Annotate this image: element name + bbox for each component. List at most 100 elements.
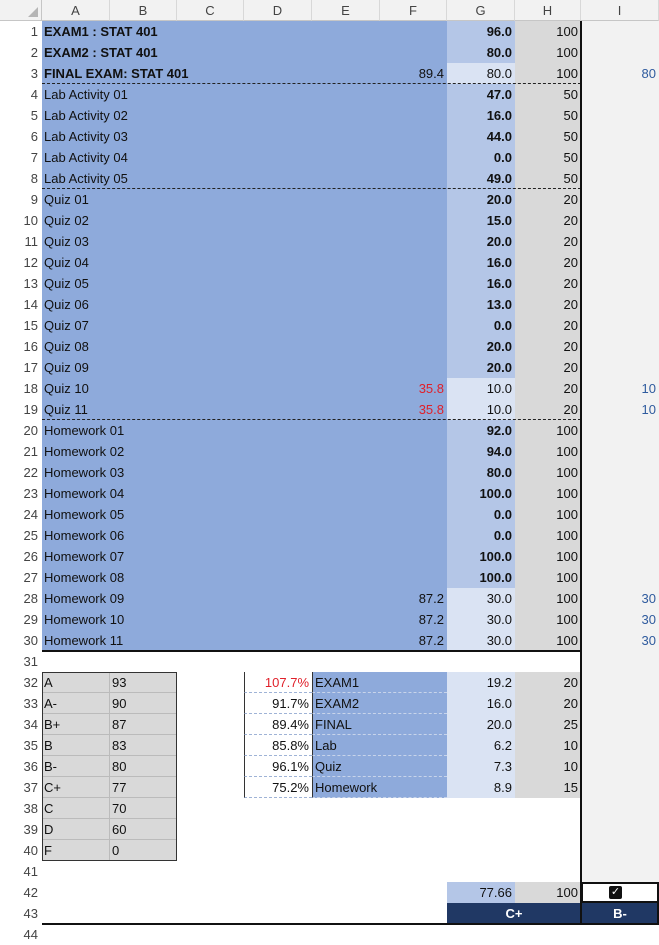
- row-header[interactable]: 2: [0, 42, 42, 63]
- row-header[interactable]: 12: [0, 252, 42, 273]
- column-header-a[interactable]: A: [42, 0, 110, 21]
- adjusted-score[interactable]: [380, 42, 447, 63]
- grade-letter[interactable]: C+: [42, 777, 110, 798]
- row-header[interactable]: 41: [0, 861, 42, 882]
- override-value[interactable]: [581, 189, 659, 210]
- override-value[interactable]: 80: [641, 66, 656, 81]
- category-name[interactable]: FINAL: [312, 714, 447, 735]
- score-label[interactable]: Homework 10: [44, 612, 125, 627]
- override-value[interactable]: [581, 441, 659, 462]
- earned-score[interactable]: 20.0: [447, 231, 515, 252]
- category-weight[interactable]: 20: [515, 693, 581, 714]
- max-points[interactable]: 100: [515, 588, 581, 609]
- adjusted-score[interactable]: [380, 21, 447, 42]
- adjusted-score[interactable]: [380, 567, 447, 588]
- override-value[interactable]: [581, 315, 659, 336]
- adjusted-score[interactable]: [380, 84, 447, 105]
- row-header[interactable]: 31: [0, 651, 42, 672]
- override-value[interactable]: [581, 462, 659, 483]
- max-points[interactable]: 100: [515, 567, 581, 588]
- category-percent[interactable]: 107.7%: [244, 672, 312, 693]
- row-header[interactable]: 6: [0, 126, 42, 147]
- earned-score[interactable]: 15.0: [447, 210, 515, 231]
- row-header[interactable]: 26: [0, 546, 42, 567]
- max-points[interactable]: 20: [515, 189, 581, 210]
- score-label[interactable]: Quiz 07: [44, 318, 89, 333]
- max-points[interactable]: 100: [515, 420, 581, 441]
- max-points[interactable]: 20: [515, 294, 581, 315]
- row-header[interactable]: 20: [0, 420, 42, 441]
- score-label[interactable]: Quiz 11: [44, 402, 88, 417]
- weighted-score[interactable]: 6.2: [447, 735, 515, 756]
- column-header-i[interactable]: I: [581, 0, 659, 21]
- row-header[interactable]: 42: [0, 882, 42, 903]
- category-percent[interactable]: 85.8%: [244, 735, 312, 756]
- row-header[interactable]: 4: [0, 84, 42, 105]
- row-header[interactable]: 15: [0, 315, 42, 336]
- earned-score[interactable]: 100.0: [447, 546, 515, 567]
- row-header[interactable]: 16: [0, 336, 42, 357]
- score-label[interactable]: Quiz 06: [44, 297, 89, 312]
- override-value[interactable]: [581, 294, 659, 315]
- score-label[interactable]: Quiz 02: [44, 213, 89, 228]
- category-weight[interactable]: 15: [515, 777, 581, 798]
- row-header[interactable]: 5: [0, 105, 42, 126]
- row-header[interactable]: 19: [0, 399, 42, 420]
- adjusted-score[interactable]: 87.2: [418, 633, 444, 648]
- adjusted-score[interactable]: [380, 336, 447, 357]
- override-value[interactable]: [581, 147, 659, 168]
- row-header[interactable]: 7: [0, 147, 42, 168]
- weighted-score[interactable]: 20.0: [447, 714, 515, 735]
- column-header-h[interactable]: H: [515, 0, 581, 21]
- score-label[interactable]: Homework 08: [44, 570, 125, 585]
- max-points[interactable]: 20: [515, 357, 581, 378]
- grade-minimum[interactable]: 93: [110, 672, 177, 693]
- score-label[interactable]: Homework 01: [44, 423, 125, 438]
- row-header[interactable]: 17: [0, 357, 42, 378]
- adjusted-score[interactable]: [380, 462, 447, 483]
- max-points[interactable]: 20: [515, 336, 581, 357]
- score-label[interactable]: Homework 11: [44, 633, 124, 648]
- override-value[interactable]: 10: [641, 402, 656, 417]
- earned-score[interactable]: 100.0: [447, 567, 515, 588]
- max-points[interactable]: 20: [515, 315, 581, 336]
- grade-checkbox[interactable]: ✓: [609, 886, 622, 899]
- earned-score[interactable]: 44.0: [447, 126, 515, 147]
- row-header[interactable]: 14: [0, 294, 42, 315]
- override-value[interactable]: [581, 42, 659, 63]
- override-value[interactable]: [581, 546, 659, 567]
- score-label[interactable]: Homework 03: [44, 465, 125, 480]
- earned-score[interactable]: 16.0: [447, 273, 515, 294]
- row-header[interactable]: 1: [0, 21, 42, 42]
- score-label[interactable]: Homework 02: [44, 444, 125, 459]
- max-points[interactable]: 100: [515, 630, 581, 651]
- adjusted-score[interactable]: 35.8: [418, 381, 444, 396]
- adjusted-score[interactable]: [380, 231, 447, 252]
- max-points[interactable]: 20: [515, 273, 581, 294]
- adjusted-score[interactable]: [380, 441, 447, 462]
- score-label[interactable]: Quiz 05: [44, 276, 89, 291]
- earned-score[interactable]: 30.0: [447, 630, 515, 651]
- category-weight[interactable]: 10: [515, 756, 581, 777]
- score-label[interactable]: Lab Activity 02: [44, 108, 128, 123]
- letter-grade[interactable]: C+: [447, 903, 581, 924]
- category-weight[interactable]: 20: [515, 672, 581, 693]
- row-header[interactable]: 9: [0, 189, 42, 210]
- score-label[interactable]: Quiz 01: [44, 192, 89, 207]
- adjusted-score[interactable]: [380, 546, 447, 567]
- override-value[interactable]: [581, 84, 659, 105]
- category-name[interactable]: Lab: [312, 735, 447, 756]
- column-header-e[interactable]: E: [312, 0, 380, 21]
- row-header[interactable]: 18: [0, 378, 42, 399]
- adjusted-score[interactable]: 87.2: [418, 612, 444, 627]
- earned-score[interactable]: 10.0: [447, 399, 515, 420]
- column-header-d[interactable]: D: [244, 0, 312, 21]
- total-score[interactable]: 77.66: [447, 882, 515, 903]
- adjusted-score[interactable]: [380, 210, 447, 231]
- weighted-score[interactable]: 7.3: [447, 756, 515, 777]
- earned-score[interactable]: 96.0: [447, 21, 515, 42]
- adjusted-score[interactable]: [380, 525, 447, 546]
- max-points[interactable]: 50: [515, 84, 581, 105]
- max-points[interactable]: 100: [515, 21, 581, 42]
- override-value[interactable]: [581, 504, 659, 525]
